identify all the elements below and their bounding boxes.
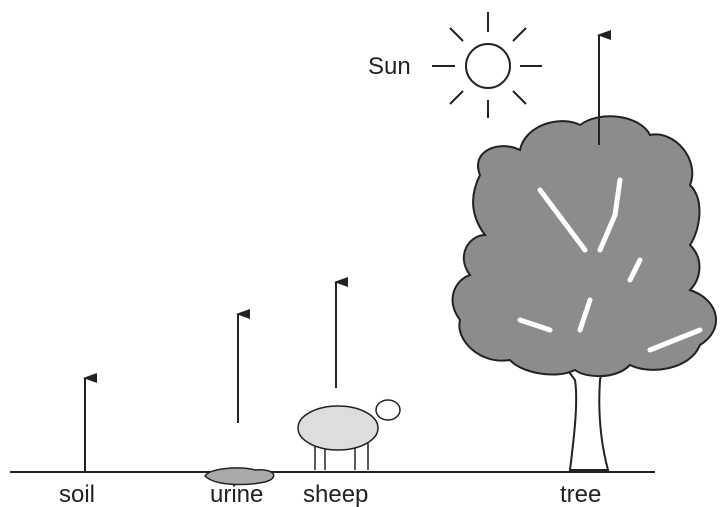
sun-label: Sun [368, 53, 411, 80]
arrows [83, 30, 611, 472]
sun-icon [432, 12, 542, 118]
tree-icon [451, 115, 717, 471]
urine-label: urine [210, 481, 263, 507]
sheep-label: sheep [303, 481, 368, 507]
sheep-icon [297, 399, 401, 470]
urine-puddle [204, 467, 275, 486]
tree-label: tree [560, 481, 601, 507]
soil-label: soil [59, 481, 95, 507]
